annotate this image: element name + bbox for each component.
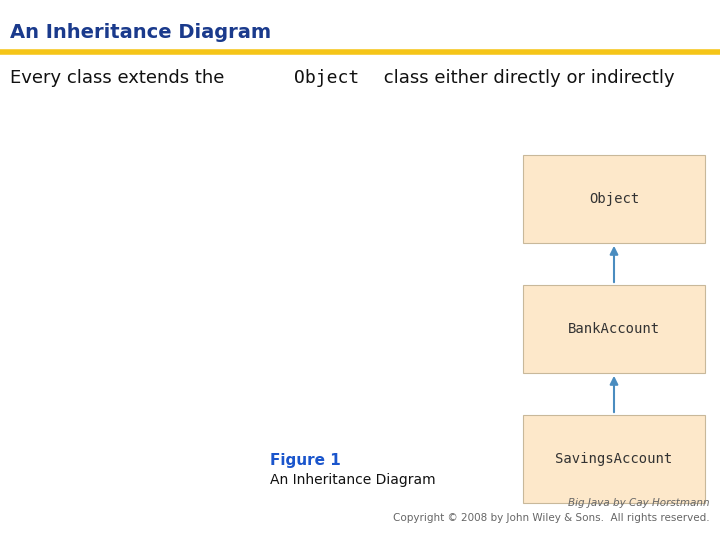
Bar [523,155,705,243]
Text: An Inheritance Diagram: An Inheritance Diagram [270,473,436,487]
Text: Figure 1: Figure 1 [270,453,341,468]
Text: Object: Object [589,192,639,206]
Text: Big Java by Cay Horstmann: Big Java by Cay Horstmann [568,498,710,508]
Text: Object: Object [294,69,359,87]
Text: An Inheritance Diagram: An Inheritance Diagram [10,23,271,42]
Text: Copyright © 2008 by John Wiley & Sons.  All rights reserved.: Copyright © 2008 by John Wiley & Sons. A… [393,513,710,523]
Text: Every class extends the: Every class extends the [10,69,230,87]
Bar [523,285,705,373]
Text: class either directly or indirectly: class either directly or indirectly [378,69,675,87]
Text: BankAccount: BankAccount [568,322,660,336]
Text: SavingsAccount: SavingsAccount [555,452,672,466]
Bar [523,415,705,503]
